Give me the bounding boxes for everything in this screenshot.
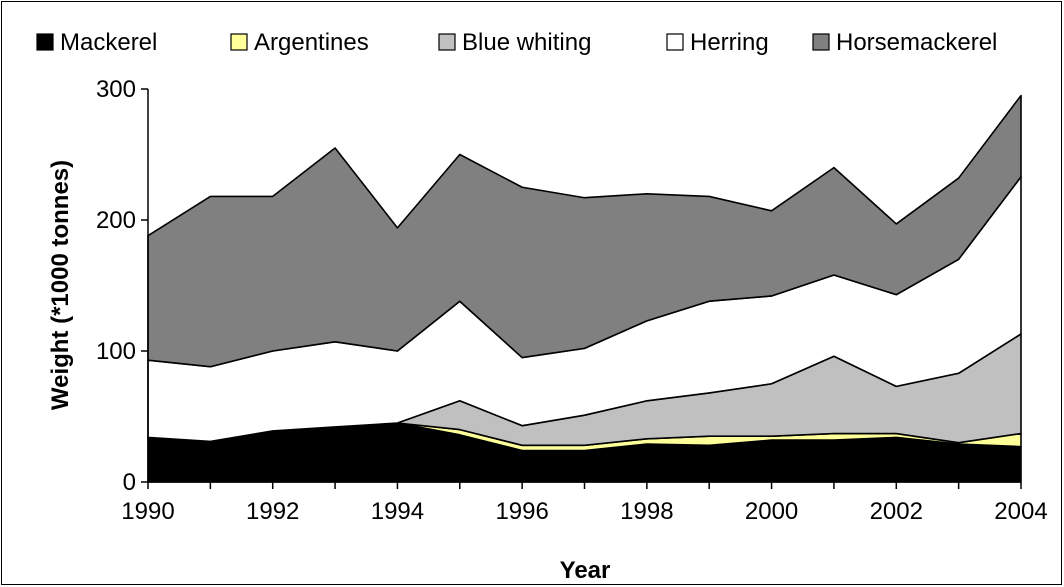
legend-swatch-argentines (230, 33, 248, 51)
x-tick-label: 1998 (620, 498, 673, 525)
legend-swatch-horsemackerel (812, 33, 830, 51)
legend-label-mackerel: Mackerel (60, 29, 157, 56)
x-tick-label: 2000 (745, 498, 798, 525)
legend-swatch-mackerel (36, 33, 54, 51)
y-tick-label: 200 (96, 207, 136, 234)
x-axis-title: Year (560, 557, 611, 584)
area-layer (147, 94, 1022, 483)
y-tick-label: 100 (96, 338, 136, 365)
y-ticks: 0 100 200 300 (96, 76, 148, 496)
y-tick-label: 0 (123, 469, 136, 496)
x-tick-label: 1992 (246, 498, 299, 525)
x-tick-label: 2002 (870, 498, 923, 525)
y-axis-title: Weight (*1000 tonnes) (47, 160, 74, 410)
x-tick-label: 1990 (121, 498, 174, 525)
legend-label-herring: Herring (690, 29, 769, 56)
legend-label-horsemackerel: Horsemackerel (836, 29, 997, 56)
legend-label-argentines: Argentines (254, 29, 369, 56)
x-ticks: 1990 1992 1994 1996 1998 2000 2002 2004 (121, 482, 1048, 525)
y-tick-label: 300 (96, 76, 136, 103)
legend-swatch-blue-whiting (438, 33, 456, 51)
x-tick-label: 1994 (371, 498, 424, 525)
legend-label-blue-whiting: Blue whiting (462, 29, 591, 56)
x-tick-label: 2004 (994, 498, 1047, 525)
legend-swatch-herring (666, 33, 684, 51)
legend: Mackerel Argentines Blue whiting Herring Hor… (36, 29, 997, 56)
area-horsemackerel (147, 94, 1022, 368)
x-tick-label: 1996 (495, 498, 548, 525)
